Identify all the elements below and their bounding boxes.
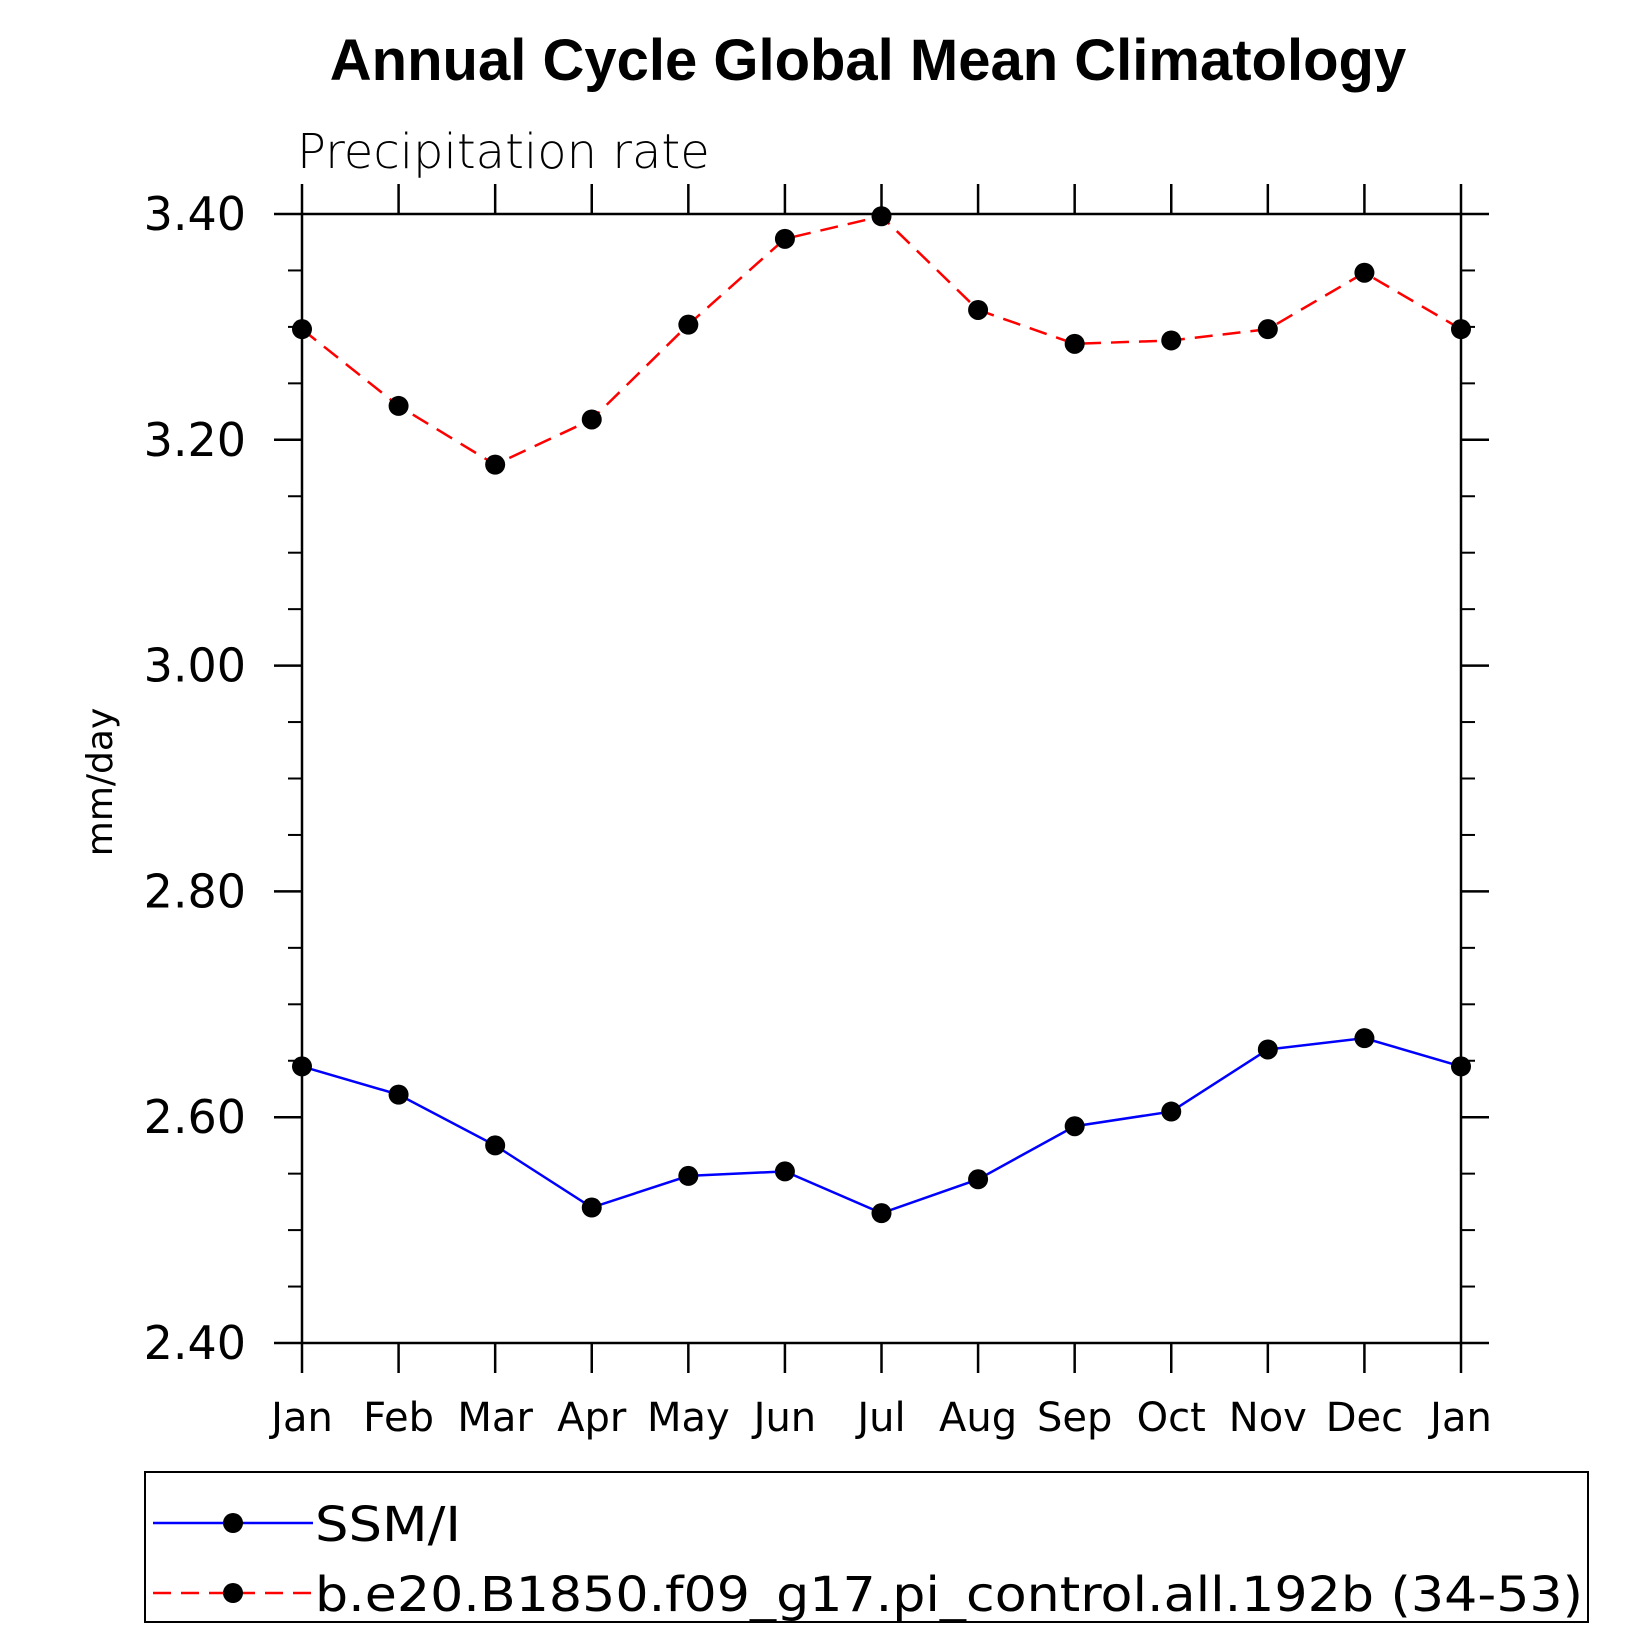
data-point	[1451, 1056, 1471, 1077]
data-point	[774, 228, 795, 249]
data-point	[774, 1161, 795, 1182]
y-tick-label: 2.60	[144, 1090, 246, 1144]
x-tick-label: Aug	[939, 1395, 1017, 1441]
series-group	[292, 206, 1471, 1224]
data-point	[1257, 1039, 1278, 1060]
y-tick-label: 2.40	[144, 1316, 246, 1370]
x-tick-label: May	[647, 1395, 730, 1441]
data-point	[678, 1165, 699, 1186]
data-point	[1064, 333, 1085, 354]
data-point	[968, 299, 989, 320]
x-tick-label: Sep	[1037, 1395, 1112, 1441]
data-point	[1354, 262, 1375, 283]
data-point	[388, 1084, 409, 1105]
x-tick-label: Jan	[268, 1395, 333, 1441]
chart-title: Annual Cycle Global Mean Climatology	[330, 28, 1406, 93]
x-tick-label: Oct	[1137, 1395, 1206, 1441]
data-point	[1064, 1116, 1085, 1137]
data-point	[678, 314, 699, 335]
y-tick-label: 3.00	[144, 639, 246, 693]
data-point	[871, 1203, 892, 1224]
data-point	[581, 1197, 602, 1218]
legend: SSM/I b.e20.B1850.f09_g17.pi_control.all.…	[153, 1497, 1583, 1623]
legend-marker	[223, 1583, 243, 1603]
x-tick-label: Apr	[557, 1395, 627, 1441]
data-point	[1161, 330, 1182, 351]
x-tick-label: Feb	[363, 1395, 434, 1441]
data-point	[1354, 1028, 1375, 1049]
data-point	[1257, 319, 1278, 340]
x-tick-label: Dec	[1326, 1395, 1403, 1441]
legend-box	[144, 1471, 1589, 1623]
data-point	[871, 206, 892, 227]
axes: 2.40 2.60 2.80 3.00 3.20 3.40 Jan Feb Mar Apr May J…	[144, 184, 1492, 1441]
y-tick-label: 3.40	[144, 187, 246, 241]
data-point	[968, 1169, 989, 1190]
data-point	[1161, 1101, 1182, 1122]
x-tick-label: Jan	[1427, 1395, 1492, 1441]
legend-label: SSM/I	[315, 1497, 461, 1553]
data-point	[485, 454, 506, 475]
legend-marker	[223, 1513, 243, 1533]
data-point	[1451, 319, 1471, 340]
data-point	[292, 1056, 312, 1077]
data-point	[292, 319, 312, 340]
data-point	[581, 409, 602, 430]
x-tick-label: Jul	[854, 1395, 905, 1441]
x-tick-label: Mar	[457, 1395, 533, 1441]
x-tick-label: Jun	[751, 1395, 817, 1441]
y-tick-label: 2.80	[144, 864, 246, 918]
series-line-0	[301, 1036, 1462, 1215]
legend-label: b.e20.B1850.f09_g17.pi_control.all.192b …	[315, 1567, 1583, 1623]
chart-subtitle: Precipitation rate	[297, 124, 710, 180]
y-tick-label: 3.20	[144, 413, 246, 467]
y-axis-label: mm/day	[80, 708, 121, 856]
plot-frame	[300, 212, 1463, 1345]
series-line-1	[301, 214, 1462, 467]
data-point	[485, 1135, 506, 1156]
x-tick-label: Nov	[1229, 1395, 1307, 1441]
data-point	[388, 395, 409, 416]
